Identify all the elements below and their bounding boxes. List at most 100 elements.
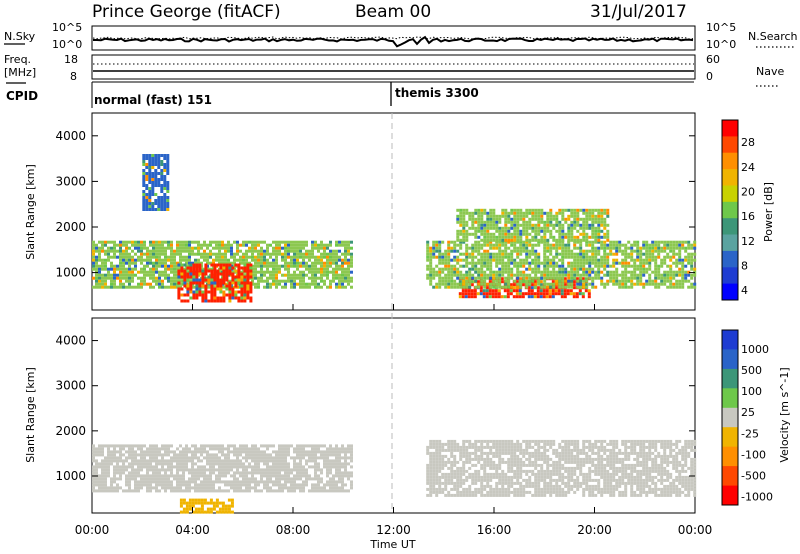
data-cell — [154, 154, 158, 157]
data-cell — [151, 202, 155, 205]
data-cell — [284, 474, 287, 478]
data-cell — [163, 205, 167, 208]
data-cell — [194, 483, 197, 487]
data-cell — [302, 468, 305, 472]
data-cell — [246, 281, 250, 285]
data-cell — [185, 456, 188, 460]
data-cell — [332, 279, 335, 283]
data-cell — [299, 243, 302, 247]
data-cell — [456, 255, 460, 259]
data-cell — [447, 246, 451, 250]
data-cell — [507, 445, 511, 449]
data-cell — [161, 252, 164, 256]
data-cell — [462, 226, 466, 230]
data-cell — [501, 472, 505, 476]
data-cell — [192, 296, 196, 300]
data-cell — [155, 465, 158, 469]
data-cell — [465, 229, 469, 233]
data-cell — [528, 232, 532, 236]
data-cell — [429, 472, 433, 476]
data-cell — [119, 270, 122, 274]
data-cell — [615, 246, 619, 250]
data-cell — [272, 264, 275, 268]
data-cell — [119, 255, 122, 259]
data-cell — [350, 483, 353, 487]
data-cell — [161, 468, 164, 472]
data-cell — [548, 292, 552, 296]
data-cell — [101, 462, 104, 466]
data-cell — [329, 255, 332, 259]
data-cell — [480, 475, 484, 479]
data-cell — [287, 270, 290, 274]
data-cell — [272, 465, 275, 469]
data-cell — [107, 258, 110, 262]
data-cell — [158, 489, 161, 493]
data-cell — [624, 279, 628, 283]
data-cell — [480, 442, 484, 446]
data-cell — [293, 255, 296, 259]
data-cell — [546, 243, 550, 247]
data-cell — [266, 246, 269, 250]
data-cell — [254, 459, 257, 463]
data-cell — [92, 450, 95, 454]
data-cell — [447, 273, 451, 277]
data-cell — [525, 252, 529, 256]
data-cell — [567, 276, 571, 280]
data-cell — [164, 477, 167, 481]
data-cell — [251, 273, 254, 277]
data-cell — [209, 465, 212, 469]
data-cell — [254, 261, 257, 265]
data-cell — [163, 196, 167, 199]
data-cell — [441, 463, 445, 467]
data-cell — [453, 282, 457, 286]
data-cell — [435, 493, 439, 497]
data-cell — [581, 295, 585, 299]
data-cell — [572, 295, 576, 299]
data-cell — [666, 276, 670, 280]
data-cell — [146, 489, 149, 493]
data-cell — [558, 220, 562, 224]
data-cell — [272, 240, 275, 244]
data-cell — [525, 478, 529, 482]
data-cell — [567, 208, 571, 212]
data-cell — [429, 451, 433, 455]
data-cell — [531, 223, 535, 227]
data-cell — [555, 214, 559, 218]
data-cell — [350, 450, 353, 454]
data-cell — [317, 474, 320, 478]
data-cell — [98, 246, 101, 250]
data-cell — [542, 289, 546, 293]
data-cell — [209, 453, 212, 457]
data-cell — [579, 249, 583, 253]
data-cell — [504, 211, 508, 215]
data-cell — [143, 453, 146, 457]
data-cell — [338, 453, 341, 457]
data-cell — [257, 483, 260, 487]
data-cell — [245, 240, 248, 244]
data-cell — [690, 252, 694, 256]
data-cell — [281, 474, 284, 478]
data-cell — [152, 249, 155, 253]
data-cell — [492, 217, 496, 221]
data-cell — [474, 481, 478, 485]
data-cell — [561, 252, 565, 256]
data-cell — [146, 450, 149, 454]
data-cell — [563, 295, 567, 299]
data-cell — [494, 292, 498, 296]
data-cell — [183, 275, 187, 279]
data-cell — [546, 276, 550, 280]
data-cell — [254, 282, 257, 286]
data-cell — [203, 483, 206, 487]
data-cell — [651, 279, 655, 283]
data-cell — [534, 252, 538, 256]
data-cell — [125, 474, 128, 478]
data-cell — [167, 462, 170, 466]
data-cell — [119, 447, 122, 451]
data-cell — [528, 273, 532, 277]
data-cell — [296, 486, 299, 490]
data-cell — [209, 480, 212, 484]
data-cell — [195, 287, 199, 291]
data-cell — [119, 450, 122, 454]
data-cell — [197, 486, 200, 490]
data-cell — [203, 456, 206, 460]
